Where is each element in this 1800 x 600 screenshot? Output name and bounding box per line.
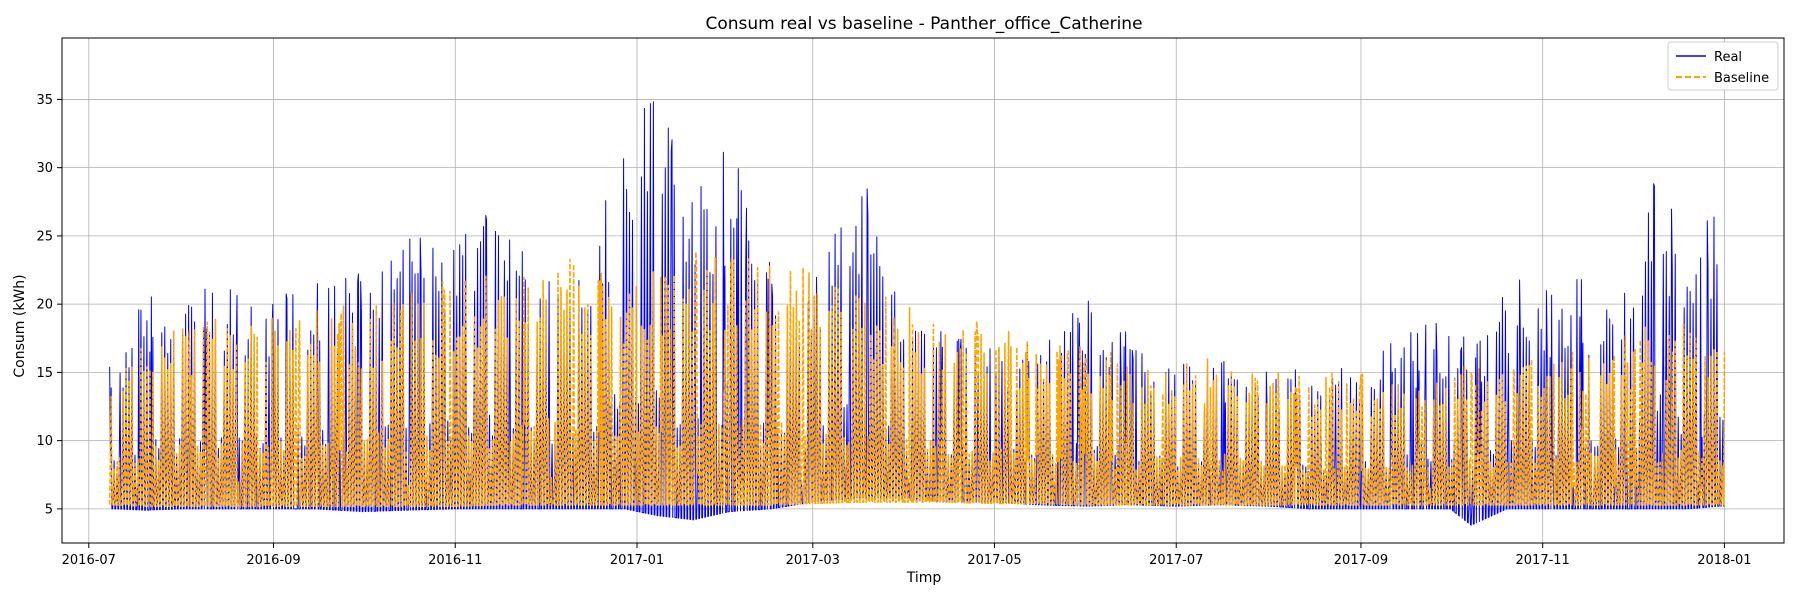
- y-axis: 5 10 15 20 25 30 35: [36, 93, 62, 517]
- plot-frame: [61, 37, 1785, 544]
- y-tick-label: 15: [36, 366, 53, 381]
- x-tick-label: 2017-01: [610, 553, 664, 568]
- x-tick-label: 2017-07: [1149, 553, 1203, 568]
- series-baseline: [108, 251, 1726, 507]
- x-tick-label: 2017-11: [1516, 553, 1570, 568]
- x-axis: 2016-07 2016-09 2016-11 2017-01 2017-03 2017-…: [62, 543, 1752, 568]
- series-line-real: [109, 101, 1725, 526]
- x-tick-label: 2016-11: [428, 553, 482, 568]
- x-tick-label: 2018-01: [1697, 553, 1751, 568]
- y-tick-label: 20: [36, 298, 53, 313]
- y-tick-label: 5: [45, 502, 53, 517]
- x-tick-label: 2016-09: [246, 553, 300, 568]
- x-axis-title: Timp: [906, 570, 942, 586]
- y-tick-label: 25: [36, 229, 53, 244]
- y-tick-label: 35: [36, 93, 53, 108]
- y-axis-title: Consum (kWh): [12, 274, 28, 377]
- y-tick-label: 10: [36, 434, 53, 449]
- x-tick-label: 2017-03: [786, 553, 840, 568]
- series-real: [109, 101, 1725, 526]
- x-tick-label: 2016-07: [62, 553, 116, 568]
- x-tick-label: 2017-09: [1334, 553, 1388, 568]
- series-line-baseline: [108, 251, 1726, 507]
- x-tick-label: 2017-05: [967, 553, 1021, 568]
- legend: Real Baseline: [1667, 41, 1779, 91]
- y-tick-label: 30: [36, 161, 53, 176]
- chart-title: Consum real vs baseline - Panther_office…: [705, 14, 1142, 34]
- legend-real-label: Real: [1714, 50, 1742, 65]
- legend-baseline-label: Baseline: [1714, 71, 1769, 86]
